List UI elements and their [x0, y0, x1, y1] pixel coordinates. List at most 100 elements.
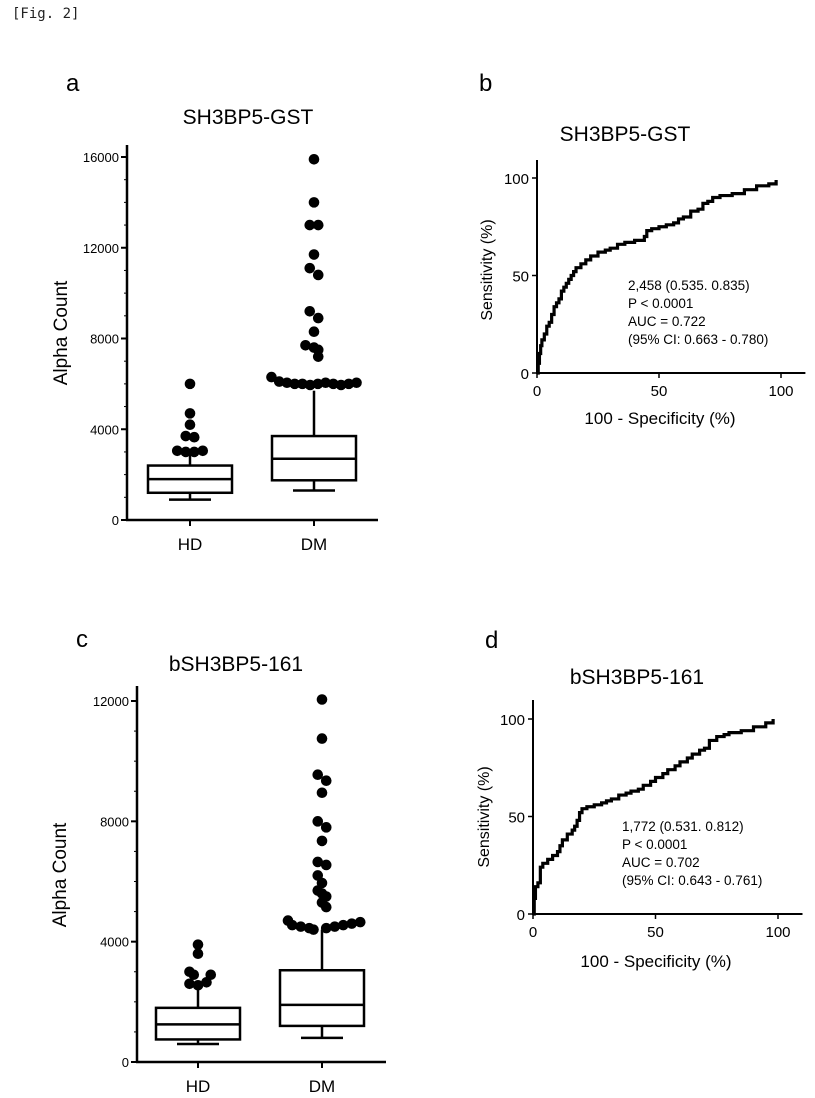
y-tick-label: 0: [122, 1055, 129, 1070]
outlier-point: [308, 153, 320, 165]
y-axis-label: Sensitivity (%): [476, 766, 493, 867]
outlier-point: [312, 312, 324, 324]
stats-annotation: AUC = 0.722: [628, 314, 706, 329]
outlier-point: [316, 694, 328, 705]
outlier-point: [351, 377, 362, 389]
outlier-point: [184, 408, 196, 419]
roc-curve: [532, 719, 775, 916]
stats-annotation: P < 0.0001: [622, 837, 687, 852]
x-axis-label: 100 - Specificity (%): [584, 409, 735, 428]
outlier-point: [312, 219, 324, 231]
outlier-point: [346, 918, 358, 929]
x-tick-label: 50: [647, 924, 664, 941]
outlier-point: [171, 445, 183, 457]
outlier-point: [192, 939, 204, 950]
outlier-point: [320, 901, 332, 913]
panel-letter-c: c: [76, 626, 88, 653]
outlier-point: [286, 919, 298, 931]
x-tick-label: 100: [768, 383, 793, 400]
stats-annotation: AUC = 0.702: [622, 855, 700, 870]
chart-title: bSH3BP5-161: [169, 653, 303, 676]
outlier-point: [184, 378, 196, 390]
outlier-point: [188, 969, 200, 981]
y-tick-label: 8000: [90, 332, 119, 347]
outlier-point: [304, 262, 316, 274]
y-tick-label: 4000: [90, 422, 119, 437]
panel-a: a SH3BP5-GST Alpha Count 0 4000 8000 12000 1…: [51, 70, 378, 554]
outlier-point: [320, 922, 332, 934]
outlier-point: [192, 948, 204, 959]
y-axis-label: Alpha Count: [50, 822, 71, 927]
y-axis-label: Alpha Count: [51, 280, 72, 385]
stats-annotation: P < 0.0001: [628, 296, 693, 311]
chart-title: SH3BP5-GST: [560, 123, 691, 146]
panel-letter-d: d: [485, 627, 498, 654]
x-tick-label: 0: [533, 383, 541, 400]
outlier-point: [300, 340, 311, 351]
outlier-point: [316, 787, 328, 799]
outlier-point: [316, 733, 328, 744]
x-tick-label: HD: [186, 1077, 211, 1096]
panel-letter-b: b: [479, 70, 492, 97]
y-tick-label: 0: [517, 907, 525, 924]
outlier-point: [184, 978, 195, 990]
x-tick-label: DM: [309, 1077, 335, 1096]
outlier-point: [304, 305, 316, 317]
x-tick-label: 0: [529, 924, 537, 941]
outlier-point: [188, 446, 200, 458]
outlier-point: [337, 919, 349, 931]
y-tick-label: 50: [508, 810, 525, 827]
outlier-point: [184, 419, 196, 431]
outlier-point: [312, 769, 324, 781]
outlier-point: [316, 835, 328, 847]
panel-d: d bSH3BP5-161 Sensitivity (%) 100 - Spec…: [476, 627, 803, 971]
y-tick-label: 16000: [83, 150, 119, 165]
y-tick-label: 12000: [93, 694, 129, 709]
outlier-point: [188, 431, 200, 443]
stats-annotation: 2,458 (0.535. 0.835): [628, 278, 750, 293]
x-tick-label: HD: [178, 535, 203, 554]
stats-annotation: 1,772 (0.531. 0.812): [622, 819, 744, 834]
roc-curve: [536, 179, 778, 375]
outlier-point: [197, 445, 209, 457]
x-axis-label: 100 - Specificity (%): [580, 952, 731, 971]
panel-b: b SH3BP5-GST Sensitivity (%) 100 - Speci…: [479, 70, 806, 428]
x-tick-label: 100: [765, 924, 790, 941]
outlier-point: [266, 371, 277, 383]
figure-label: [Fig. 2]: [12, 6, 80, 22]
outlier-point: [312, 856, 324, 868]
outlier-point: [312, 269, 324, 281]
y-tick-label: 8000: [100, 814, 129, 829]
chart-title: SH3BP5-GST: [183, 106, 314, 129]
x-tick-label: 50: [651, 383, 668, 400]
outlier-point: [312, 816, 324, 827]
outlier-point: [205, 969, 217, 981]
outlier-point: [308, 249, 320, 260]
y-axis-label: Sensitivity (%): [479, 219, 496, 320]
outlier-point: [192, 979, 204, 991]
outlier-point: [354, 916, 366, 928]
panel-c: c bSH3BP5-161 Alpha Count 0 4000 8000 12000…: [50, 626, 386, 1096]
stats-annotation: (95% CI: 0.643 - 0.761): [622, 873, 762, 888]
y-tick-label: 0: [521, 366, 529, 383]
outlier-point: [320, 775, 332, 787]
y-tick-label: 100: [500, 712, 525, 729]
outlier-point: [308, 326, 320, 337]
chart-title: bSH3BP5-161: [570, 666, 704, 689]
stats-annotation: (95% CI: 0.663 - 0.780): [628, 332, 768, 347]
outlier-point: [308, 924, 319, 935]
outlier-point: [312, 351, 324, 362]
outlier-point: [180, 430, 192, 442]
x-tick-label: DM: [301, 535, 327, 554]
outlier-point: [329, 921, 341, 932]
outlier-point: [320, 822, 332, 833]
outlier-point: [180, 446, 192, 458]
outlier-point: [289, 378, 300, 390]
outlier-point: [320, 859, 332, 871]
y-tick-label: 0: [112, 513, 119, 528]
y-tick-label: 50: [512, 269, 529, 286]
y-tick-label: 4000: [100, 935, 129, 950]
y-tick-label: 100: [504, 171, 529, 188]
outlier-point: [308, 197, 320, 208]
